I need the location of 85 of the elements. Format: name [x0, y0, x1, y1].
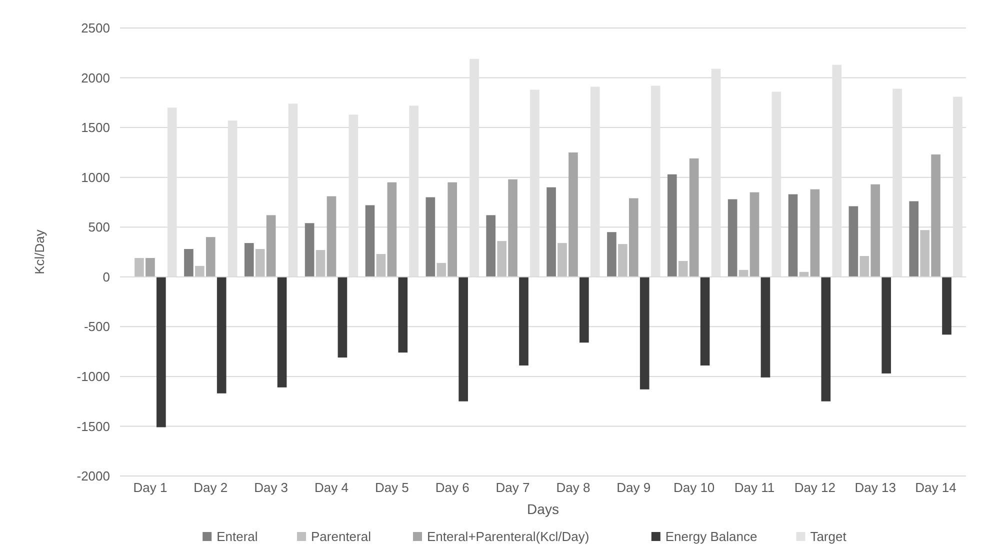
x-tick-label: Day 14 — [915, 480, 956, 495]
bar — [304, 223, 314, 277]
bar — [184, 249, 194, 277]
y-tick-label: 1500 — [81, 120, 110, 136]
y-tick-label: 0 — [102, 269, 110, 284]
bar — [628, 198, 638, 277]
bar — [920, 230, 930, 277]
bar — [497, 241, 506, 277]
bar — [750, 192, 760, 277]
bar — [788, 194, 798, 277]
bar — [760, 276, 770, 378]
bar — [316, 250, 326, 277]
y-tick-label: 1000 — [81, 170, 110, 185]
y-tick-label: 2500 — [81, 20, 110, 36]
x-axis-title: Days — [527, 501, 559, 517]
bar — [848, 206, 858, 277]
bar — [206, 237, 216, 277]
bar — [860, 256, 870, 277]
y-tick-label: 2000 — [81, 70, 110, 86]
bar — [387, 182, 397, 277]
bar — [931, 154, 940, 277]
bar — [376, 254, 386, 277]
bar — [448, 182, 458, 277]
bar — [678, 260, 688, 277]
legend-label: Target — [810, 529, 847, 544]
bar — [519, 276, 528, 366]
x-tick-label: Day 8 — [556, 480, 590, 495]
bar — [870, 184, 880, 277]
bar — [558, 243, 567, 277]
bar — [640, 276, 650, 390]
bar — [546, 187, 556, 277]
bar — [486, 215, 496, 277]
x-tick-label: Day 5 — [374, 480, 409, 495]
bar — [728, 199, 738, 277]
bar — [580, 276, 589, 343]
bar — [700, 276, 710, 366]
bar — [607, 232, 616, 277]
y-axis-title: Kcl/Day — [32, 229, 47, 274]
bar — [266, 215, 276, 277]
bar — [821, 276, 831, 402]
bar — [508, 179, 518, 277]
x-tick-label: Day 4 — [314, 480, 348, 495]
bar — [195, 266, 204, 277]
x-tick-label: Day 13 — [854, 480, 896, 495]
bar — [458, 276, 468, 402]
x-tick-label: Day 9 — [616, 480, 651, 495]
x-tick-label: Day 10 — [673, 480, 715, 495]
legend-label: Enteral+Parenteral(Kcl/Day) — [427, 529, 590, 544]
bar — [882, 276, 891, 374]
legend-label: Parenteral — [311, 529, 372, 544]
bar — [810, 189, 820, 277]
bar — [689, 158, 699, 277]
bar — [156, 276, 166, 428]
legend-label: Energy Balance — [665, 529, 758, 544]
y-tick-label: 500 — [88, 220, 110, 235]
bar — [942, 276, 952, 335]
bar — [909, 201, 919, 277]
y-tick-label: -500 — [84, 319, 110, 334]
x-tick-label: Day 3 — [254, 480, 288, 495]
bar — [667, 174, 677, 277]
bar — [398, 276, 408, 353]
bar — [326, 196, 336, 277]
x-tick-label: Day 1 — [133, 480, 168, 495]
bar — [618, 244, 628, 277]
bar — [738, 270, 748, 277]
legend-label: Enteral — [216, 529, 258, 544]
bar — [365, 205, 375, 277]
bar — [426, 197, 436, 277]
y-tick-label: -1000 — [76, 368, 110, 384]
bar — [277, 276, 287, 388]
bar — [255, 249, 265, 277]
bar — [134, 258, 144, 277]
x-tick-label: Day 12 — [794, 480, 836, 495]
bar — [338, 276, 348, 358]
y-tick-label: -2000 — [76, 468, 110, 484]
bar — [568, 152, 578, 277]
x-tick-label: Day 6 — [435, 480, 470, 495]
bar — [244, 243, 254, 277]
y-tick-label: -1500 — [76, 418, 110, 434]
bar — [436, 262, 446, 277]
bar — [216, 276, 226, 394]
x-tick-label: Day 11 — [734, 480, 775, 495]
bar — [146, 258, 155, 277]
x-tick-label: Day 7 — [496, 480, 530, 495]
x-tick-label: Day 2 — [194, 480, 228, 495]
